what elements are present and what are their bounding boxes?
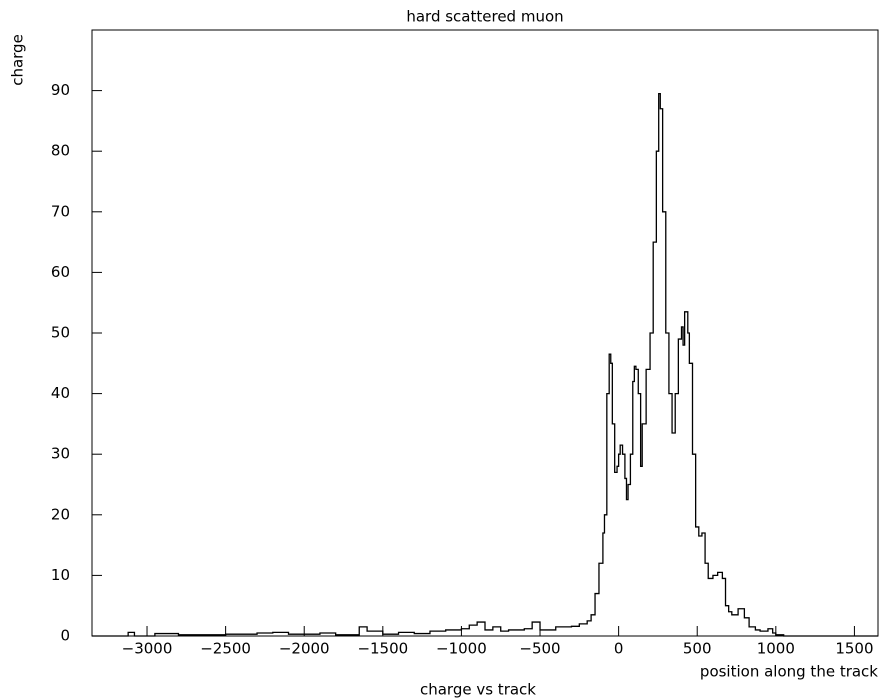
chart-title: hard scattered muon — [406, 8, 563, 26]
x-tick-label: 500 — [683, 640, 712, 658]
y-tick-label: 90 — [51, 81, 70, 99]
x-tick-label: 1000 — [757, 640, 795, 658]
x-tick-label: −2000 — [279, 640, 330, 658]
caption: charge vs track — [420, 681, 536, 699]
x-axis-label: position along the track — [700, 663, 878, 681]
y-tick-label: 80 — [51, 142, 70, 160]
x-tick-label: −1000 — [436, 640, 487, 658]
x-tick-label: −500 — [519, 640, 560, 658]
x-tick-label: −2500 — [200, 640, 251, 658]
y-tick-label: 20 — [51, 505, 70, 523]
x-tick-label: −1500 — [357, 640, 408, 658]
y-tick-label: 0 — [60, 627, 70, 645]
plot-frame — [91, 29, 879, 637]
y-tick-label: 10 — [51, 566, 70, 584]
data-line — [92, 92, 878, 637]
x-tick-label: −3000 — [122, 640, 173, 658]
y-tick-label: 50 — [51, 324, 70, 342]
x-tick-label: 0 — [614, 640, 624, 658]
y-tick-label: 70 — [51, 202, 70, 220]
y-tick-label: 60 — [51, 263, 70, 281]
y-tick-label: 40 — [51, 384, 70, 402]
x-tick-label: 1500 — [835, 640, 873, 658]
y-axis-label: charge — [9, 34, 27, 86]
y-tick-label: 30 — [51, 445, 70, 463]
